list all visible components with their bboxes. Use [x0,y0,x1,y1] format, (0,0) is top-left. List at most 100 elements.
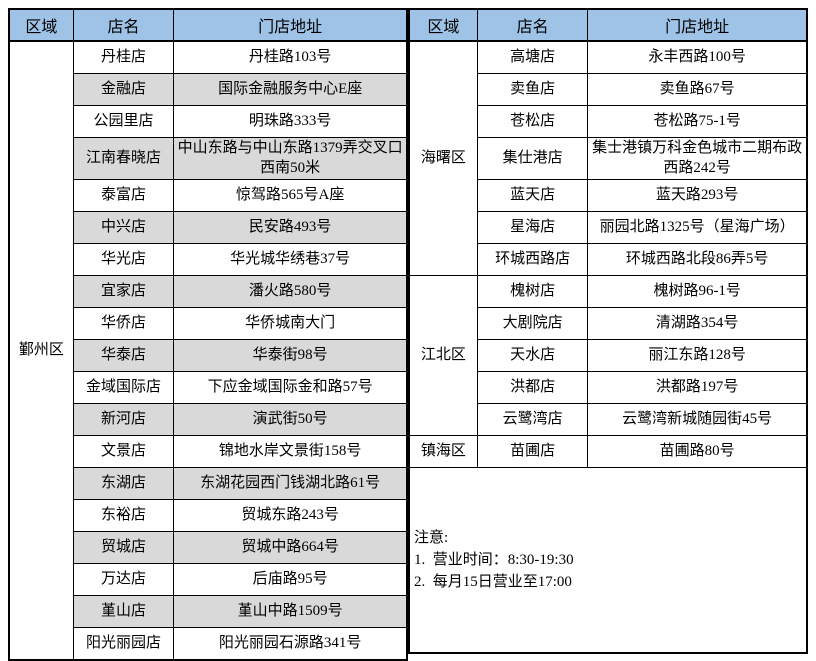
header-row: 区域 店名 门店地址 [8,8,408,42]
right-table-body: 海曙区 高塘店 永丰西路100号 卖鱼店 卖鱼路67号 苍松店 苍松路75-1号 集仕港店 集士… [408,40,808,654]
address-cell: 明珠路333号 [173,105,408,138]
table-row: 东裕店 贸城东路243号 [9,499,408,532]
address-cell: 锦地水岸文景街158号 [173,435,408,468]
table-row: 鄞州区 丹桂店 丹桂路103号 [8,40,408,661]
address-cell: 东湖花园西门钱湖北路61号 [173,467,408,500]
table-row: 海曙区 高塘店 永丰西路100号 [408,40,808,276]
table-row: 新河店 演武街50号 [9,403,408,436]
store-cell: 苍松店 [476,105,589,138]
region-cell: 鄞州区 [8,40,74,661]
store-cell: 环城西路店 [476,243,589,276]
address-cell: 苍松路75-1号 [587,105,808,138]
store-cell: 堇山店 [72,595,175,628]
note-title: 注意: [414,530,449,546]
address-cell: 蓝天路293号 [587,179,808,212]
left-table: 区域 店名 门店地址 鄞州区 丹桂店 丹桂路103号 金融店 国际金融服务中心E座 公园里… [8,8,408,661]
store-cell: 贸城店 [72,531,175,564]
table-row: 江南春晓店 中山东路与中山东路1379弄交叉口西南50米 [9,137,408,180]
store-directory: 区域 店名 门店地址 鄞州区 丹桂店 丹桂路103号 金融店 国际金融服务中心E座 公园里… [8,8,808,661]
table-row: 江北区 槐树店 槐树路96-1号 [408,275,808,436]
address-cell: 丽园北路1325号（星海广场） [587,211,808,244]
table-row: 华光店 华光城华绣巷37号 [9,243,408,276]
address-header: 门店地址 [173,8,408,42]
address-cell: 卖鱼路67号 [587,73,808,106]
table-row: 天水店 丽江东路128号 [409,339,808,372]
address-cell: 集士港镇万科金色城市二期布政西路242号 [587,137,808,180]
table-row: 金域国际店 下应金域国际金和路57号 [9,371,408,404]
address-cell: 丽江东路128号 [587,339,808,372]
address-cell: 后庙路95号 [173,563,408,596]
store-cell: 云鹭湾店 [476,403,589,436]
region-cell: 江北区 [408,275,478,436]
right-table: 区域 店名 门店地址 海曙区 高塘店 永丰西路100号 卖鱼店 卖鱼路67号 苍松店 苍松路… [408,8,808,654]
region-cell: 镇海区 [408,435,478,468]
table-row: 中兴店 民安路493号 [9,211,408,244]
store-cell: 华侨店 [72,307,175,340]
address-cell: 苗圃路80号 [587,435,808,468]
table-row: 华泰店 华泰街98号 [9,339,408,372]
store-cell: 金融店 [72,73,175,106]
store-cell: 文景店 [72,435,175,468]
address-cell: 华光城华绣巷37号 [173,243,408,276]
table-row: 华侨店 华侨城南大门 [9,307,408,340]
store-cell: 洪都店 [476,371,589,404]
store-cell: 华光店 [72,243,175,276]
region-header: 区域 [8,8,74,42]
table-row: 堇山店 堇山中路1509号 [9,595,408,628]
store-cell: 万达店 [72,563,175,596]
address-cell: 贸城东路243号 [173,499,408,532]
store-cell: 蓝天店 [476,179,589,212]
store-cell: 天水店 [476,339,589,372]
store-cell: 星海店 [476,211,589,244]
store-cell: 丹桂店 [72,40,175,74]
address-cell: 惊驾路565号A座 [173,179,408,212]
table-row: 苍松店 苍松路75-1号 [409,105,808,138]
table-row: 蓝天店 蓝天路293号 [409,179,808,212]
address-cell: 民安路493号 [173,211,408,244]
table-row: 金融店 国际金融服务中心E座 [9,73,408,106]
store-cell: 卖鱼店 [476,73,589,106]
store-cell: 公园里店 [72,105,175,138]
left-table-body: 鄞州区 丹桂店 丹桂路103号 金融店 国际金融服务中心E座 公园里店 明珠路333号 江南春… [8,40,408,661]
store-cell: 中兴店 [72,211,175,244]
store-cell: 苗圃店 [476,435,589,468]
address-cell: 潘火路580号 [173,275,408,308]
table-row: 公园里店 明珠路333号 [9,105,408,138]
store-cell: 高塘店 [476,40,589,74]
address-cell: 演武街50号 [173,403,408,436]
store-cell: 阳光丽园店 [72,627,175,661]
address-cell: 阳光丽园石源路341号 [173,627,408,661]
store-cell: 东湖店 [72,467,175,500]
table-row: 万达店 后庙路95号 [9,563,408,596]
address-cell: 下应金域国际金和路57号 [173,371,408,404]
address-cell: 丹桂路103号 [173,40,408,74]
store-cell: 大剧院店 [476,307,589,340]
address-cell: 华侨城南大门 [173,307,408,340]
table-row: 东湖店 东湖花园西门钱湖北路61号 [9,467,408,500]
note-line: 2. 每月15日营业至17:00 [414,574,572,590]
address-cell: 华泰街98号 [173,339,408,372]
address-header: 门店地址 [587,8,808,42]
store-cell: 江南春晓店 [72,137,175,180]
table-row: 注意: 1. 营业时间：8:30-19:30 2. 每月15日营业至17:00 [408,467,808,654]
store-cell: 东裕店 [72,499,175,532]
address-cell: 国际金融服务中心E座 [173,73,408,106]
header-row: 区域 店名 门店地址 [408,8,808,42]
store-cell: 华泰店 [72,339,175,372]
store-header: 店名 [72,8,175,42]
address-cell: 槐树路96-1号 [587,275,808,308]
address-cell: 洪都路197号 [587,371,808,404]
note-line: 1. 营业时间：8:30-19:30 [414,552,574,568]
store-cell: 泰富店 [72,179,175,212]
table-row: 洪都店 洪都路197号 [409,371,808,404]
table-row: 卖鱼店 卖鱼路67号 [409,73,808,106]
table-row: 贸城店 贸城中路664号 [9,531,408,564]
region-cell: 海曙区 [408,40,478,276]
store-cell: 金域国际店 [72,371,175,404]
table-row: 环城西路店 环城西路北段86弄5号 [409,243,808,276]
address-cell: 清湖路354号 [587,307,808,340]
address-cell: 云鹭湾新城随园街45号 [587,403,808,436]
table-row: 云鹭湾店 云鹭湾新城随园街45号 [409,403,808,436]
address-cell: 环城西路北段86弄5号 [587,243,808,276]
store-cell: 新河店 [72,403,175,436]
